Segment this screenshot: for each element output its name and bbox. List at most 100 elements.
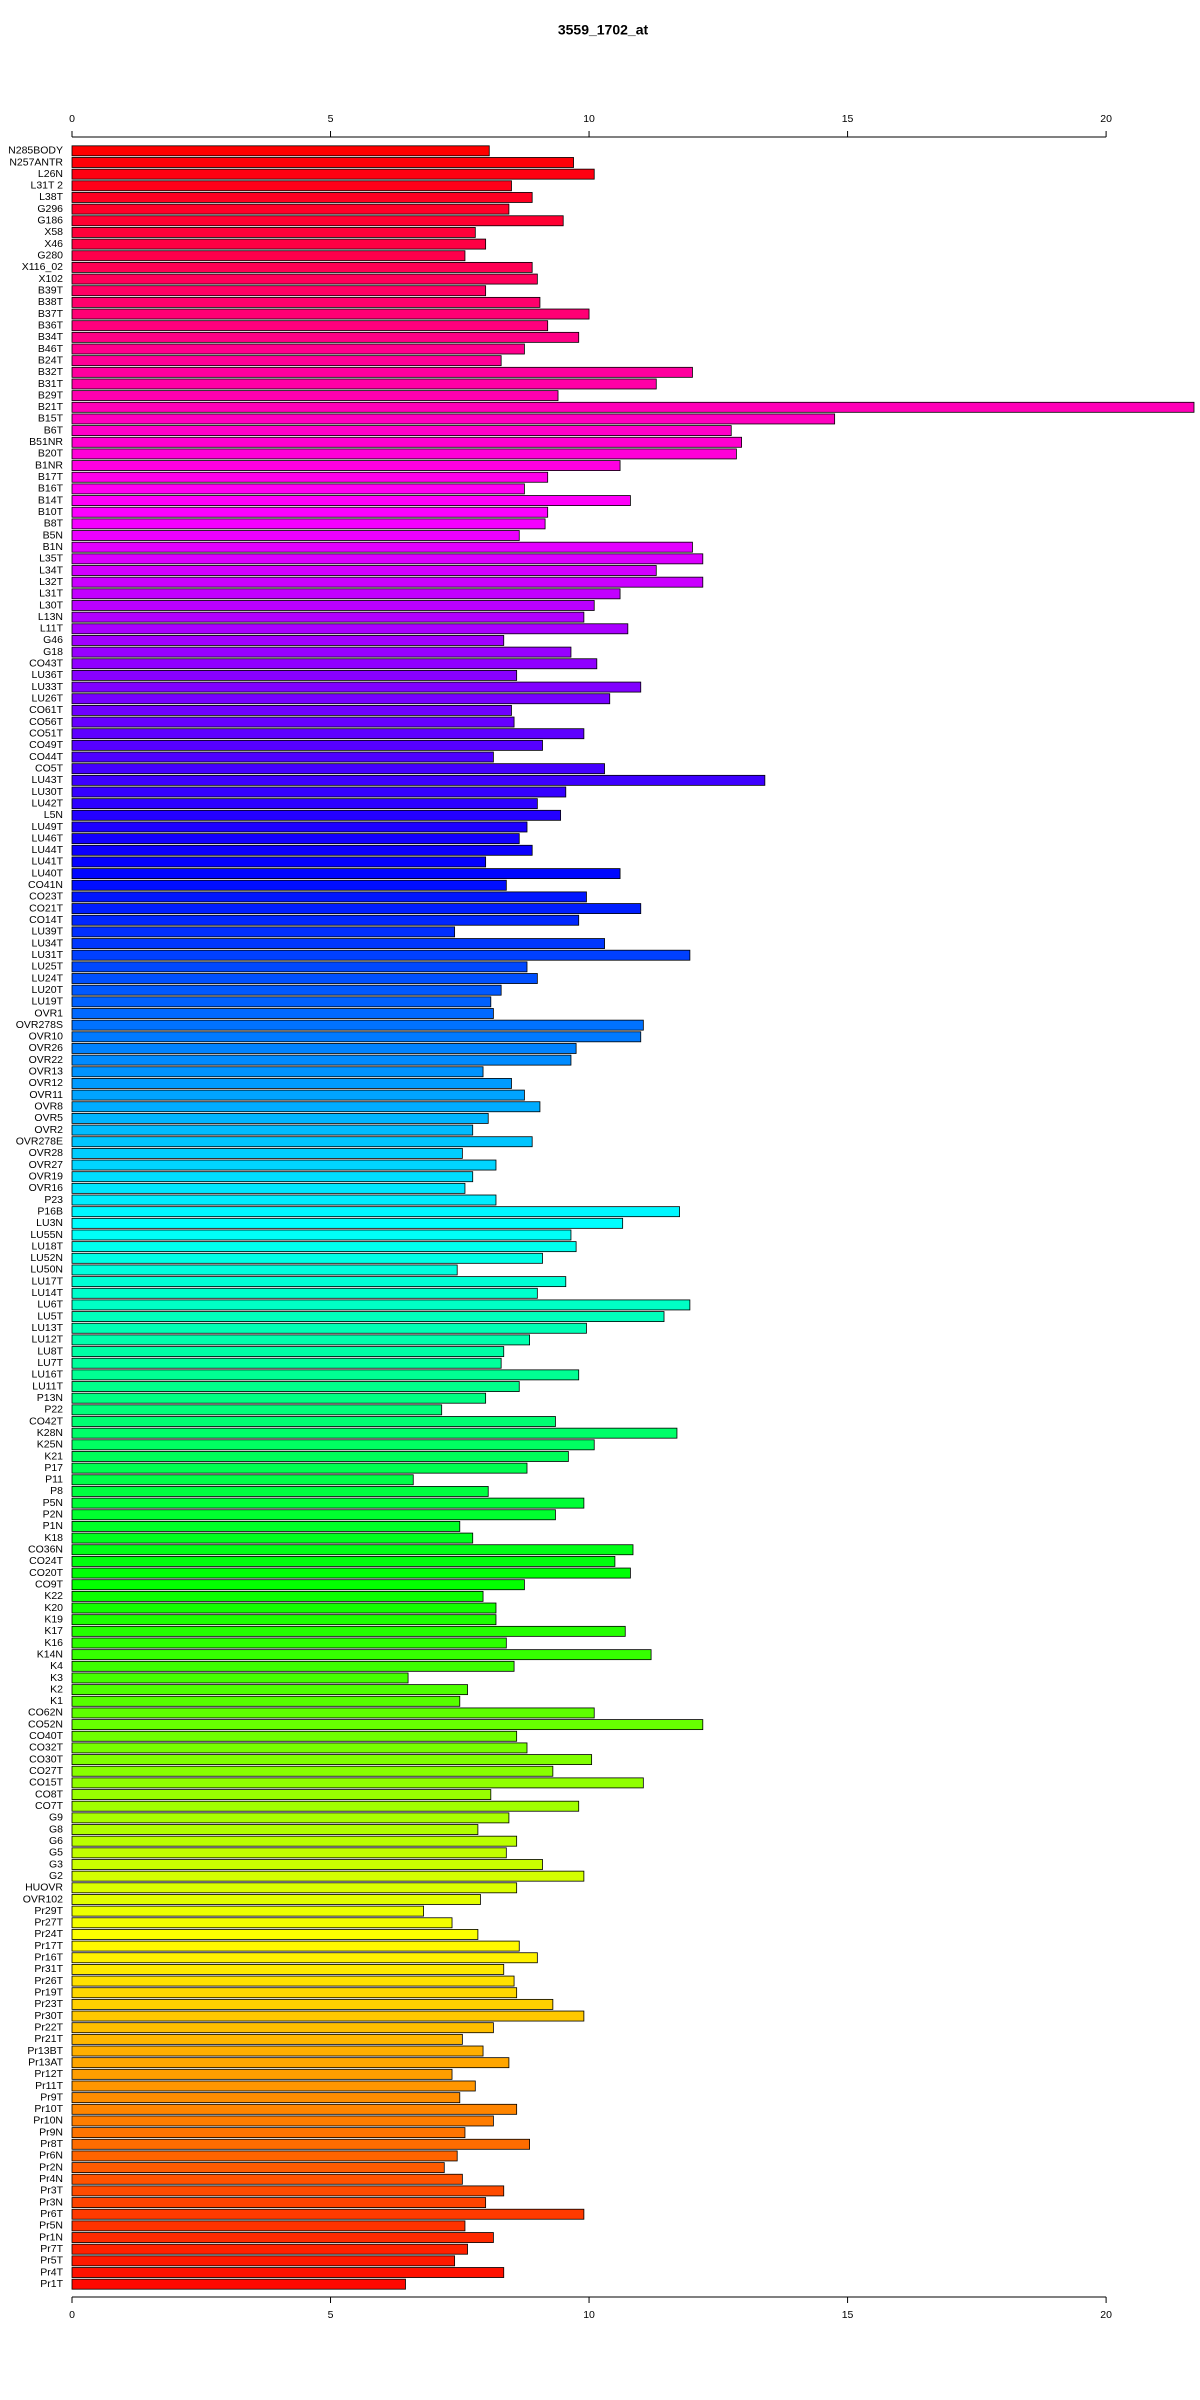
y-tick-label: G296: [37, 203, 63, 215]
bar: [71, 1439, 595, 1451]
y-tick-label: B39T: [38, 285, 64, 297]
y-tick-label: LU14T: [31, 1287, 63, 1299]
bar: [71, 227, 476, 238]
y-tick-label: P23: [44, 1194, 63, 1206]
y-tick-label: P8: [50, 1485, 63, 1497]
y-tick-label: K20: [44, 1602, 63, 1614]
y-tick-label: CO32T: [29, 1742, 63, 1754]
y-tick-label: LU34T: [31, 937, 63, 949]
y-tick-label: Pr10N: [33, 2115, 63, 2127]
y-tick-label: G280: [37, 250, 63, 262]
y-tick-label: OVR28: [29, 1147, 64, 1159]
bar: [71, 2092, 461, 2104]
bar: [71, 2045, 484, 2057]
bar: [71, 2208, 585, 2220]
y-tick-label: L30T: [39, 599, 64, 611]
bar: [71, 250, 466, 262]
bar: [71, 1369, 580, 1381]
y-tick-label: B6T: [44, 424, 64, 436]
bar: [71, 2057, 510, 2069]
bar: [71, 1649, 652, 1661]
y-tick-label: G5: [49, 1847, 63, 1859]
bar: [71, 623, 629, 635]
y-tick-label: G8: [49, 1823, 63, 1835]
bar: [71, 1159, 497, 1171]
y-tick-label: LU19T: [31, 996, 63, 1008]
y-tick-label: CO7T: [35, 1800, 64, 1812]
bar: [71, 1171, 474, 1183]
y-tick-label: L26N: [38, 168, 63, 180]
bar: [71, 1952, 538, 1964]
y-tick-label: P1N: [43, 1520, 63, 1532]
bar: [71, 320, 549, 332]
bar: [71, 1322, 587, 1334]
bar: [71, 203, 510, 215]
bar: [71, 868, 621, 880]
bar: [71, 1567, 631, 1579]
bar: [71, 2278, 406, 2290]
bar: [71, 984, 502, 996]
bar: [71, 343, 525, 355]
y-tick-label: LU17T: [31, 1275, 63, 1287]
y-tick-label: CO14T: [29, 914, 63, 926]
bar: [71, 261, 533, 273]
bar: [71, 1217, 624, 1229]
bar: [71, 2150, 458, 2162]
bar: [71, 658, 598, 670]
bar: [71, 2010, 585, 2022]
y-tick-label: CO61T: [29, 704, 63, 716]
y-tick-label: L34T: [39, 564, 64, 576]
y-tick-label: K4: [50, 1660, 63, 1672]
y-tick-label: CO49T: [29, 739, 63, 751]
y-tick-label: LU20T: [31, 984, 63, 996]
y-tick-label: Pr6T: [40, 2208, 63, 2220]
y-tick-label: CO15T: [29, 1777, 63, 1789]
y-tick-label: Pr2N: [39, 2161, 63, 2173]
bar: [71, 180, 512, 192]
y-tick-label: LU36T: [31, 669, 63, 681]
y-tick-label: CO24T: [29, 1555, 63, 1567]
y-tick-label: Pr1N: [39, 2231, 63, 2243]
bar: [71, 903, 642, 914]
bar: [71, 355, 502, 367]
bar: [71, 1357, 502, 1369]
y-tick-label: Pr1T: [40, 2278, 63, 2290]
bar: [71, 786, 567, 798]
x-tick-label: 5: [328, 2309, 334, 2321]
bar: [71, 495, 631, 506]
bar: [71, 1847, 507, 1859]
y-tick-label: Pr24T: [34, 1928, 63, 1940]
y-tick-label: Pr5N: [39, 2220, 63, 2232]
bar: [71, 1870, 585, 1882]
bar: [71, 1264, 458, 1276]
y-tick-label: P11: [45, 1474, 63, 1486]
x-tick-label: 10: [583, 113, 595, 125]
y-tick-label: K16: [44, 1637, 63, 1649]
bar: [71, 1019, 644, 1031]
y-tick-label: P16B: [37, 1205, 63, 1217]
bar: [71, 1614, 497, 1626]
y-tick-label: LU44T: [31, 844, 63, 856]
y-tick-label: LU8T: [37, 1345, 63, 1357]
bar: [71, 1101, 541, 1113]
y-tick-label: Pr10T: [34, 2103, 63, 2115]
bar: [71, 168, 595, 180]
bar: [71, 378, 657, 390]
y-tick-label: B5N: [43, 529, 63, 541]
bar: [71, 1451, 569, 1462]
y-tick-label: B20T: [38, 448, 64, 460]
y-tick-label: CO44T: [29, 751, 63, 763]
y-tick-label: CO62N: [28, 1707, 63, 1719]
y-tick-label: LU39T: [31, 926, 63, 938]
y-tick-label: CO40T: [29, 1730, 63, 1742]
bar: [71, 308, 590, 320]
bar: [71, 1707, 595, 1719]
y-tick-label: K17: [44, 1625, 63, 1637]
bar: [71, 1229, 572, 1241]
y-tick-label: B8T: [44, 518, 64, 530]
y-tick-label: LU12T: [31, 1334, 63, 1346]
y-tick-label: P13N: [37, 1392, 63, 1404]
y-tick-label: OVR278E: [16, 1136, 63, 1148]
y-tick-label: Pr19T: [34, 1987, 63, 1999]
